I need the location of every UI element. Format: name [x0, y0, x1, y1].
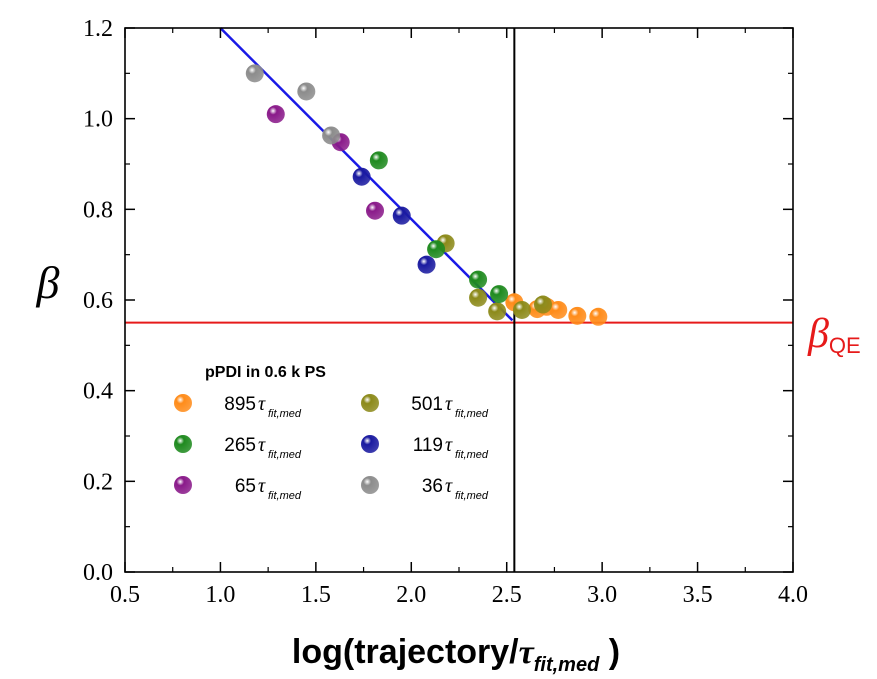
legend-tau-265: τ — [258, 434, 266, 456]
legend-tau-65: τ — [258, 475, 266, 497]
legend-tau-subscript-36: fit,med — [455, 490, 489, 502]
x-tick-label-4: 2.5 — [492, 582, 522, 608]
data-point-36-1 — [297, 82, 316, 101]
data-point-895-5 — [589, 307, 608, 326]
legend-marker-895 — [174, 394, 192, 412]
x-tick-label-5: 3.0 — [587, 582, 617, 608]
beta-qe-annotation: βQE — [807, 311, 861, 358]
y-axis-label: β — [36, 257, 60, 308]
y-tick-label-5: 1.0 — [83, 107, 113, 133]
data-point-501-4 — [533, 295, 552, 314]
x-axis-label: log(trajectory/τfit,med ) — [292, 633, 620, 676]
legend-tau-subscript-65: fit,med — [268, 490, 302, 502]
data-point-119-0 — [352, 167, 371, 186]
axes: 0.5 1.0 1.5 2.0 2.5 3.0 3.5 4.0 0.0 0.2 0.4 0.6 0.8 1… — [83, 16, 808, 608]
legend-label-501: 501 — [411, 394, 443, 415]
y-tick-label-0: 0.0 — [83, 560, 113, 586]
x-tick-label-6: 3.5 — [683, 582, 713, 608]
legend: pPDI in 0.6 k PS 895 τ fit,med 501 τ fit,med2… — [174, 364, 489, 502]
x-tick-label-2: 1.5 — [301, 582, 331, 608]
legend-tau-501: τ — [445, 393, 453, 415]
y-tick-label-2: 0.4 — [83, 379, 113, 405]
beta-qe-subscript: QE — [829, 333, 861, 358]
data-point-265-0 — [369, 151, 388, 170]
data-point-895-3 — [549, 300, 568, 319]
x-axis-label-subscript: fit,med — [534, 654, 600, 676]
legend-marker-265 — [174, 435, 192, 453]
x-axis-label-prefix: log(trajectory/ — [292, 633, 519, 671]
legend-tau-36: τ — [445, 475, 453, 497]
legend-tau-subscript-119: fit,med — [455, 449, 489, 461]
data-point-501-1 — [469, 288, 488, 307]
x-tick-label-3: 2.0 — [396, 582, 426, 608]
y-tick-label-3: 0.6 — [83, 288, 113, 314]
data-point-36-2 — [322, 126, 341, 145]
data-point-65-0 — [266, 105, 285, 124]
x-tick-label-0: 0.5 — [110, 582, 140, 608]
data-point-265-2 — [469, 270, 488, 289]
legend-marker-65 — [174, 476, 192, 494]
legend-label-265: 265 — [224, 435, 256, 456]
legend-label-65: 65 — [235, 476, 256, 497]
data-point-895-4 — [568, 306, 587, 325]
legend-tau-119: τ — [445, 434, 453, 456]
x-axis-label-suffix: ) — [599, 633, 620, 671]
legend-tau-subscript-265: fit,med — [268, 449, 302, 461]
legend-marker-36 — [361, 476, 379, 494]
data-point-65-2 — [366, 201, 385, 220]
data-point-501-3 — [512, 300, 531, 319]
legend-marker-119 — [361, 435, 379, 453]
legend-tau-subscript-501: fit,med — [455, 408, 489, 420]
data-point-265-3 — [490, 285, 509, 304]
legend-label-36: 36 — [422, 476, 443, 497]
legend-tau-subscript-895: fit,med — [268, 408, 302, 420]
y-tick-label-4: 0.8 — [83, 197, 113, 223]
x-axis-label-tau: τ — [519, 634, 535, 671]
x-tick-label-7: 4.0 — [778, 582, 808, 608]
data-point-501-2 — [488, 302, 507, 321]
legend-label-119: 119 — [413, 435, 443, 456]
beta-qe-symbol: β — [807, 311, 829, 357]
data-point-36-0 — [245, 64, 264, 83]
plot-area — [125, 27, 793, 572]
legend-marker-501 — [361, 394, 379, 412]
legend-title: pPDI in 0.6 k PS — [205, 364, 326, 381]
data-point-265-1 — [427, 240, 446, 259]
y-tick-label-1: 0.2 — [83, 469, 113, 495]
y-tick-label-6: 1.2 — [83, 16, 113, 42]
data-point-119-2 — [417, 255, 436, 274]
x-tick-label-1: 1.0 — [205, 582, 235, 608]
data-point-119-1 — [392, 206, 411, 225]
legend-tau-895: τ — [258, 393, 266, 415]
legend-label-895: 895 — [224, 394, 256, 415]
